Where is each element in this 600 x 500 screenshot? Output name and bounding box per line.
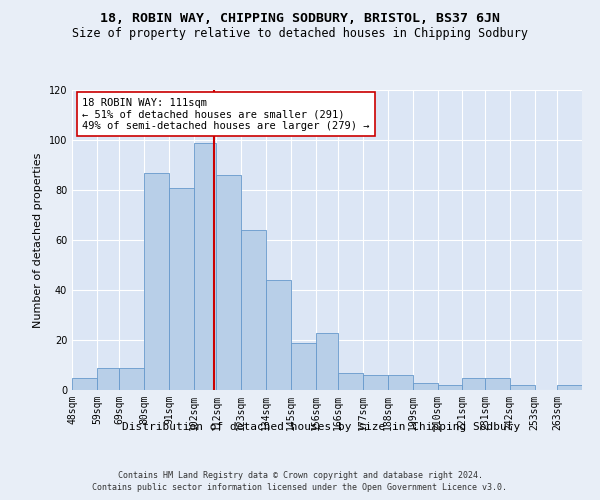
Bar — [144, 172, 169, 390]
Bar — [169, 188, 194, 390]
Bar — [388, 375, 413, 390]
Bar — [557, 385, 582, 390]
Bar — [217, 175, 241, 390]
Text: Size of property relative to detached houses in Chipping Sodbury: Size of property relative to detached ho… — [72, 28, 528, 40]
Bar — [485, 378, 510, 390]
Text: Contains public sector information licensed under the Open Government Licence v3: Contains public sector information licen… — [92, 484, 508, 492]
Bar — [97, 368, 119, 390]
Bar — [241, 230, 266, 390]
Bar — [437, 385, 463, 390]
Bar — [338, 372, 363, 390]
Text: 18, ROBIN WAY, CHIPPING SODBURY, BRISTOL, BS37 6JN: 18, ROBIN WAY, CHIPPING SODBURY, BRISTOL… — [100, 12, 500, 26]
Bar — [363, 375, 388, 390]
Text: Distribution of detached houses by size in Chipping Sodbury: Distribution of detached houses by size … — [122, 422, 520, 432]
Bar — [413, 382, 437, 390]
Bar — [291, 342, 316, 390]
Y-axis label: Number of detached properties: Number of detached properties — [33, 152, 43, 328]
Text: Contains HM Land Registry data © Crown copyright and database right 2024.: Contains HM Land Registry data © Crown c… — [118, 471, 482, 480]
Bar — [266, 280, 291, 390]
Bar — [119, 368, 144, 390]
Bar — [510, 385, 535, 390]
Text: 18 ROBIN WAY: 111sqm
← 51% of detached houses are smaller (291)
49% of semi-deta: 18 ROBIN WAY: 111sqm ← 51% of detached h… — [82, 98, 370, 130]
Bar — [463, 378, 485, 390]
Bar — [72, 378, 97, 390]
Bar — [194, 142, 217, 390]
Bar — [316, 332, 338, 390]
